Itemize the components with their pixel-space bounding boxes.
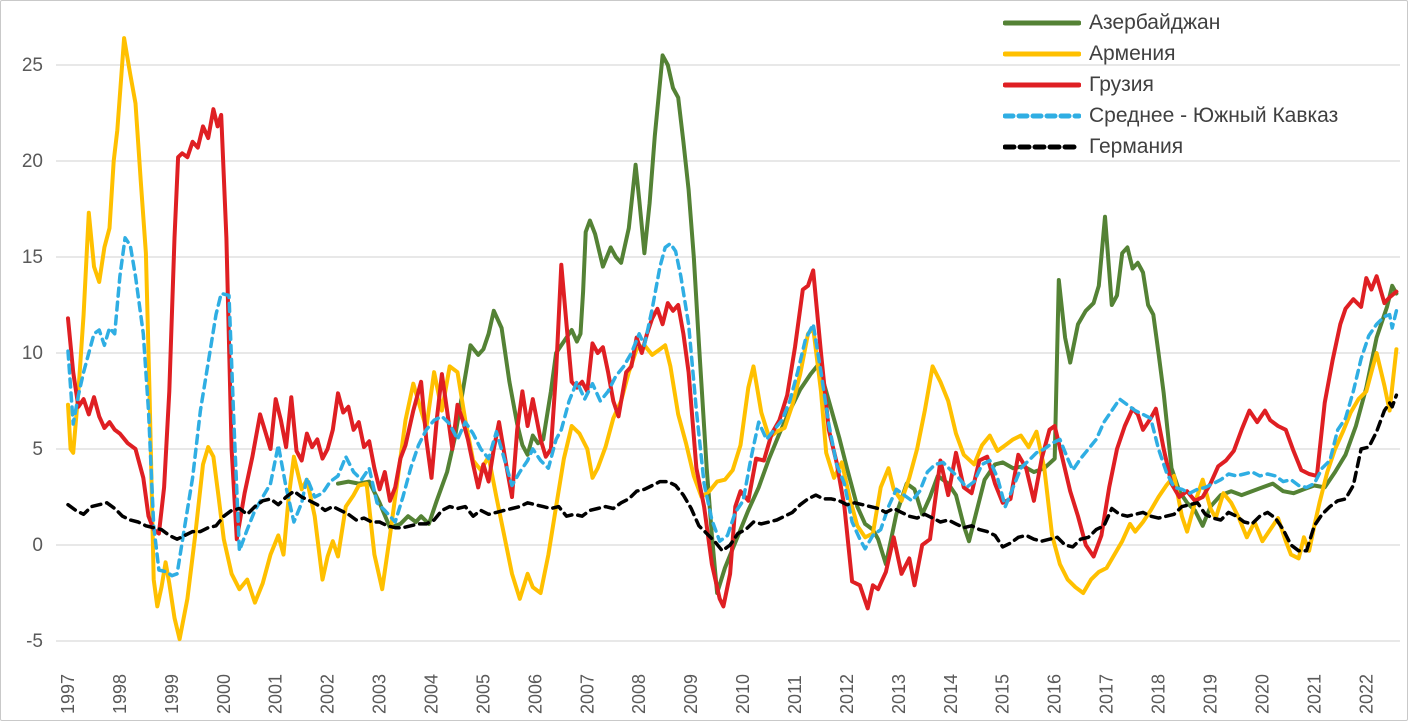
legend-item-azerbaijan: Азербайджан <box>1003 7 1338 38</box>
svg-text:1999: 1999 <box>162 674 182 714</box>
svg-text:2004: 2004 <box>422 674 442 714</box>
svg-text:2001: 2001 <box>266 674 286 714</box>
svg-text:2012: 2012 <box>837 674 857 714</box>
legend-swatch-georgia-line-icon <box>1003 81 1081 89</box>
legend-item-armenia: Армения <box>1003 38 1338 69</box>
svg-text:-5: -5 <box>26 631 43 652</box>
svg-text:2016: 2016 <box>1045 674 1065 714</box>
legend-label-georgia: Грузия <box>1089 73 1154 96</box>
svg-text:1998: 1998 <box>110 674 130 714</box>
legend-swatch-average-line-icon <box>1003 112 1081 120</box>
svg-text:2009: 2009 <box>681 674 701 714</box>
legend-swatch-germany-line-icon <box>1003 143 1081 151</box>
svg-text:2015: 2015 <box>993 674 1013 714</box>
legend-item-georgia: Грузия <box>1003 69 1338 100</box>
legend-label-germany: Германия <box>1089 135 1184 158</box>
chart-legend: Азербайджан Армения Грузия Среднее - Южн… <box>1003 7 1338 162</box>
svg-text:2013: 2013 <box>889 674 909 714</box>
legend-label-azerbaijan: Азербайджан <box>1089 11 1221 34</box>
svg-text:1997: 1997 <box>58 674 78 714</box>
svg-text:2017: 2017 <box>1097 674 1117 714</box>
svg-text:2019: 2019 <box>1200 674 1220 714</box>
svg-text:2018: 2018 <box>1149 674 1169 714</box>
legend-item-south-caucasus-average: Среднее - Южный Кавказ <box>1003 100 1338 131</box>
svg-text:2014: 2014 <box>941 674 961 714</box>
legend-swatch-azerbaijan-line-icon <box>1003 19 1081 27</box>
svg-text:15: 15 <box>22 247 43 268</box>
svg-text:2011: 2011 <box>785 675 805 714</box>
svg-text:5: 5 <box>32 439 43 460</box>
svg-text:2003: 2003 <box>370 674 390 714</box>
svg-text:2010: 2010 <box>733 674 753 714</box>
svg-text:2002: 2002 <box>318 674 338 714</box>
svg-text:2000: 2000 <box>214 674 234 714</box>
svg-text:2008: 2008 <box>629 674 649 714</box>
legend-item-germany: Германия <box>1003 131 1338 162</box>
svg-text:20: 20 <box>22 151 43 172</box>
svg-text:2021: 2021 <box>1304 674 1324 714</box>
legend-label-armenia: Армения <box>1089 42 1176 65</box>
svg-text:0: 0 <box>32 535 43 556</box>
svg-text:25: 25 <box>22 55 43 76</box>
svg-text:2005: 2005 <box>473 674 493 714</box>
svg-text:2007: 2007 <box>577 674 597 714</box>
svg-text:2020: 2020 <box>1252 674 1272 714</box>
legend-swatch-armenia-line-icon <box>1003 50 1081 58</box>
legend-label-south-caucasus-average: Среднее - Южный Кавказ <box>1089 104 1339 127</box>
svg-text:2006: 2006 <box>525 674 545 714</box>
svg-text:2022: 2022 <box>1356 674 1376 714</box>
svg-text:10: 10 <box>22 343 43 364</box>
